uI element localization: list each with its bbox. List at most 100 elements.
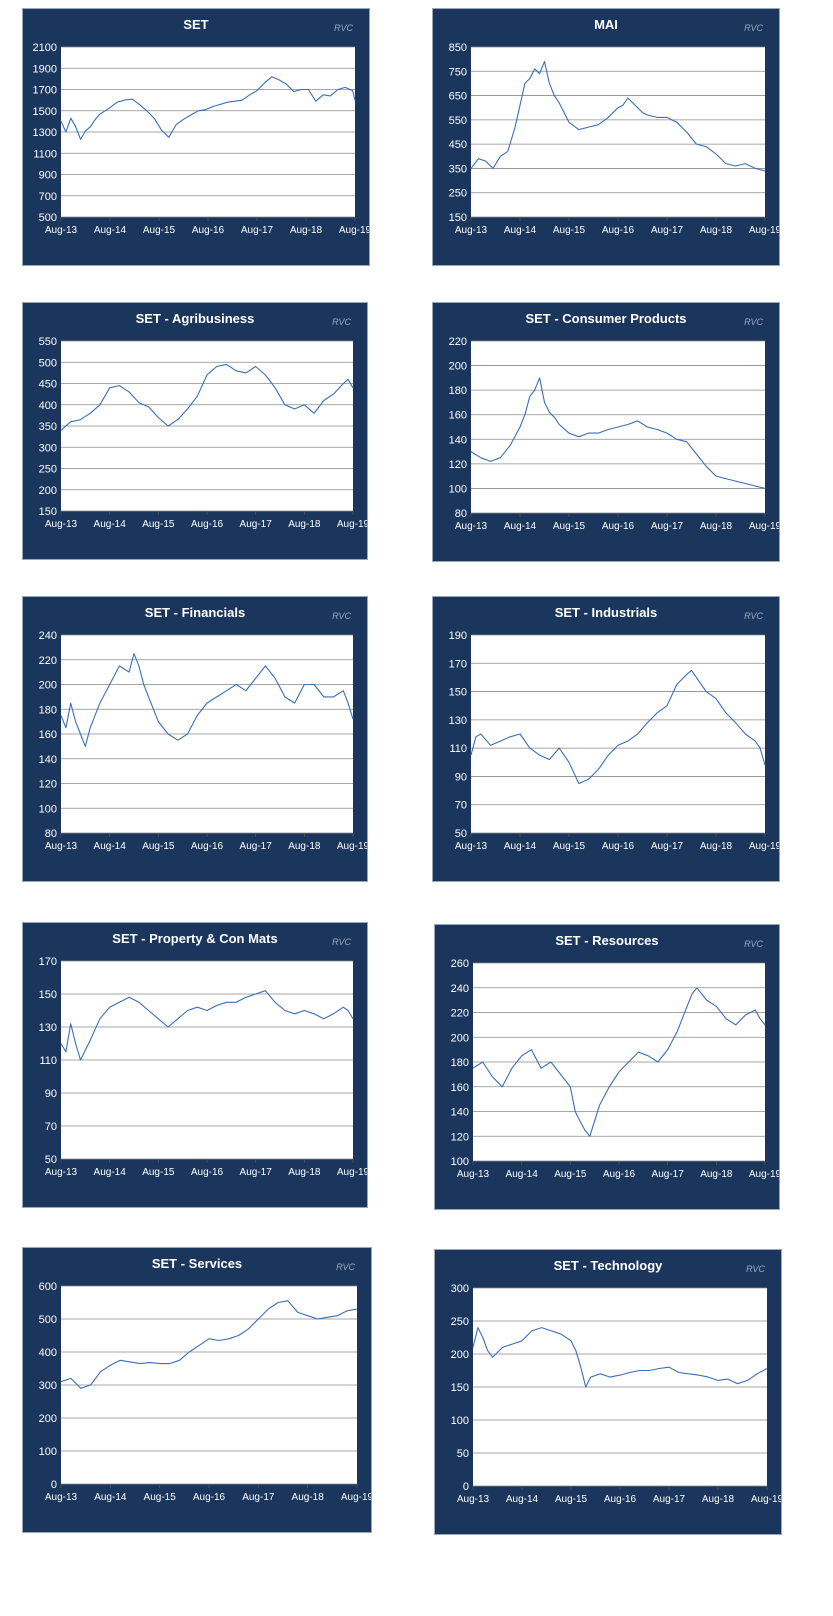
y-tick-label: 240 (39, 630, 57, 642)
y-tick-label: 1900 (33, 63, 57, 75)
y-tick-label: 120 (39, 779, 57, 791)
y-tick-label: 140 (449, 434, 467, 446)
y-tick-label: 150 (39, 989, 57, 1001)
y-tick-label: 650 (449, 91, 467, 103)
y-tick-label: 80 (45, 828, 57, 840)
y-tick-label: 150 (449, 687, 467, 699)
y-tick-label: 0 (463, 1481, 469, 1493)
x-tick-label: Aug-18 (288, 519, 321, 530)
y-tick-label: 130 (39, 1022, 57, 1034)
x-tick-label: Aug-13 (45, 841, 78, 852)
y-tick-label: 220 (39, 655, 57, 667)
x-tick-label: Aug-18 (700, 1169, 733, 1180)
y-tick-label: 300 (39, 1380, 57, 1392)
y-tick-label: 200 (39, 1413, 57, 1425)
chart-panel: SET - Consumer Products RVC 80 100 120 140 160… (432, 302, 780, 562)
watermark-label: RVC (334, 23, 353, 33)
x-tick-label: Aug-19 (749, 1169, 779, 1180)
chart-title: SET - Agribusiness (136, 311, 255, 326)
chart-title: SET (183, 17, 208, 32)
y-tick-label: 200 (39, 680, 57, 692)
chart-svg: SET RVC 500 700 900 1100 1300 1500 1700 1900 2100 A… (33, 17, 369, 236)
y-tick-label: 190 (449, 630, 467, 642)
x-tick-label: Aug-14 (504, 841, 537, 852)
series-line (60, 990, 354, 1061)
chart-title: SET - Industrials (555, 605, 658, 620)
watermark-label: RVC (332, 317, 351, 327)
x-tick-label: Aug-16 (603, 1169, 636, 1180)
y-tick-label: 500 (39, 1314, 57, 1326)
y-tick-label: 180 (39, 704, 57, 716)
series-line (60, 76, 356, 140)
watermark-label: RVC (336, 1262, 355, 1272)
chart-svg: SET - Industrials RVC 50 70 90 110 130 150 170 19… (449, 605, 779, 852)
y-tick-label: 250 (39, 464, 57, 476)
watermark-label: RVC (332, 611, 351, 621)
y-tick-label: 80 (455, 508, 467, 520)
chart-panel: SET - Technology RVC 0 50 100 150 200 250 300 Aug… (434, 1249, 782, 1535)
x-tick-label: Aug-17 (242, 1492, 275, 1503)
x-tick-label: Aug-15 (555, 1494, 588, 1505)
chart-title: SET - Services (152, 1256, 242, 1271)
chart-svg: SET - Consumer Products RVC 80 100 120 140 160… (449, 311, 779, 532)
x-tick-label: Aug-17 (240, 519, 273, 530)
watermark-label: RVC (744, 939, 763, 949)
x-tick-label: Aug-17 (653, 1494, 686, 1505)
x-tick-label: Aug-16 (602, 225, 635, 236)
x-tick-label: Aug-15 (553, 841, 586, 852)
y-tick-label: 110 (449, 743, 467, 755)
y-tick-label: 160 (451, 1082, 469, 1094)
x-tick-label: Aug-13 (457, 1494, 490, 1505)
y-tick-label: 130 (449, 715, 467, 727)
x-tick-label: Aug-13 (45, 225, 78, 236)
chart-panel: SET - Services RVC 0 100 200 300 400 500 600 Aug-… (22, 1247, 372, 1533)
y-tick-label: 150 (451, 1382, 469, 1394)
y-tick-label: 170 (39, 956, 57, 968)
x-tick-label: Aug-19 (749, 225, 779, 236)
y-tick-label: 180 (451, 1057, 469, 1069)
chart-svg: SET - Agribusiness RVC 150 200 250 300 350 400 4… (39, 311, 367, 530)
y-tick-label: 750 (449, 66, 467, 78)
y-tick-label: 2100 (33, 42, 57, 54)
x-tick-label: Aug-19 (341, 1492, 371, 1503)
y-tick-label: 500 (39, 357, 57, 369)
x-tick-label: Aug-17 (652, 1169, 685, 1180)
x-tick-label: Aug-18 (292, 1492, 325, 1503)
y-tick-label: 600 (39, 1281, 57, 1293)
chart-panel: SET RVC 500 700 900 1100 1300 1500 1700 1900 2100 A… (22, 8, 370, 266)
y-tick-label: 450 (39, 379, 57, 391)
plot-area (471, 47, 765, 217)
x-tick-label: Aug-18 (288, 841, 321, 852)
x-tick-label: Aug-19 (337, 841, 367, 852)
chart-panel: SET - Industrials RVC 50 70 90 110 130 150 170 19… (432, 596, 780, 882)
x-tick-label: Aug-16 (191, 519, 224, 530)
y-tick-label: 220 (449, 336, 467, 348)
x-tick-label: Aug-19 (337, 519, 367, 530)
y-tick-label: 110 (39, 1055, 57, 1067)
plot-area (471, 635, 765, 833)
chart-panel: SET - Agribusiness RVC 150 200 250 300 350 400 4… (22, 302, 368, 560)
y-tick-label: 350 (449, 163, 467, 175)
x-tick-label: Aug-14 (504, 225, 537, 236)
x-tick-label: Aug-14 (506, 1494, 539, 1505)
chart-title: SET - Property & Con Mats (112, 931, 277, 946)
x-tick-label: Aug-17 (240, 1167, 273, 1178)
y-tick-label: 400 (39, 400, 57, 412)
x-tick-label: Aug-14 (506, 1169, 539, 1180)
y-tick-label: 200 (451, 1349, 469, 1361)
y-tick-label: 300 (39, 442, 57, 454)
y-tick-label: 1500 (33, 106, 57, 118)
y-tick-label: 1300 (33, 127, 57, 139)
y-tick-label: 100 (39, 803, 57, 815)
y-tick-label: 250 (451, 1316, 469, 1328)
chart-title: MAI (594, 17, 618, 32)
y-tick-label: 140 (451, 1107, 469, 1119)
series-line (60, 363, 354, 431)
x-tick-label: Aug-14 (94, 1492, 127, 1503)
y-tick-label: 900 (39, 170, 57, 182)
x-tick-label: Aug-15 (554, 1169, 587, 1180)
x-tick-label: Aug-16 (604, 1494, 637, 1505)
watermark-label: RVC (332, 937, 351, 947)
x-tick-label: Aug-18 (702, 1494, 735, 1505)
y-tick-label: 700 (39, 191, 57, 203)
